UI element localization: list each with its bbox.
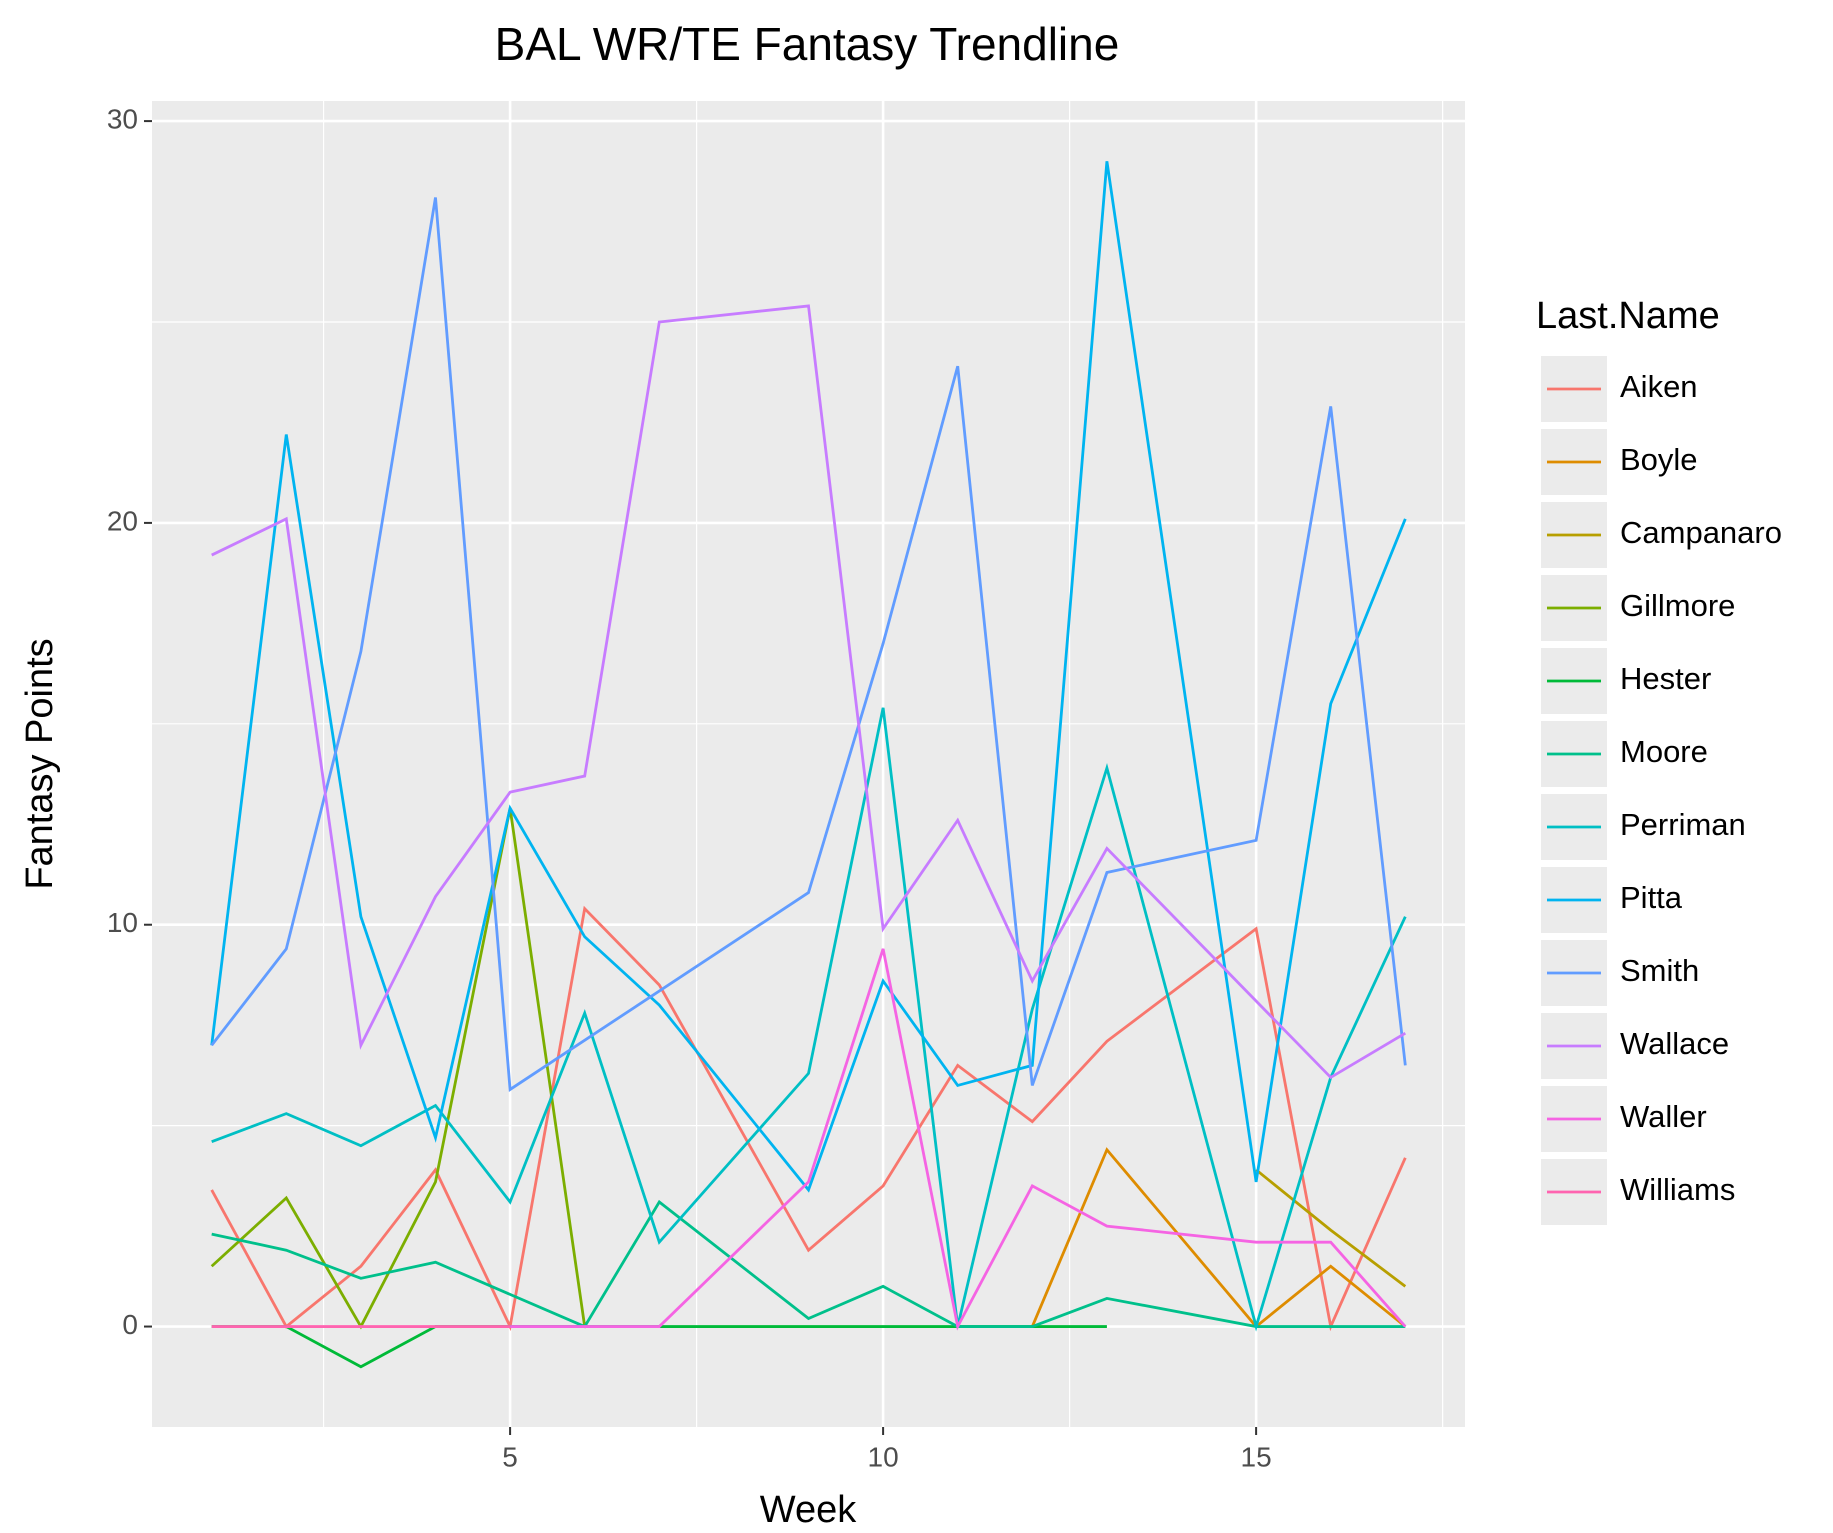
legend-label: Hester (1620, 661, 1711, 696)
legend-label: Campanaro (1620, 515, 1782, 550)
series-line (210, 197, 1407, 1092)
legend: Aiken Boyle Campanaro Gillmore Hester Moore Pe… (1539, 354, 1782, 1227)
legend-label: Wallace (1620, 1026, 1729, 1061)
y-tick-label: 30 (107, 103, 138, 134)
series-line (211, 304, 1407, 1080)
x-tick-label: 15 (1241, 1441, 1272, 1472)
legend-label: Perriman (1620, 807, 1746, 842)
y-tick-label: 20 (107, 505, 138, 536)
y-axis-label: Fantasy Points (19, 638, 61, 889)
legend-label: Smith (1620, 953, 1699, 988)
series-line (211, 707, 1407, 1332)
legend-label: Aiken (1620, 369, 1698, 404)
series-line (210, 161, 1407, 1193)
chart-title: BAL WR/TE Fantasy Trendline (495, 18, 1120, 70)
series-line (210, 807, 587, 1330)
series-line (211, 1199, 1406, 1329)
lines (210, 161, 1407, 1369)
x-tick-label: 5 (502, 1441, 518, 1472)
legend-label: Williams (1620, 1172, 1735, 1207)
legend-title: Last.Name (1536, 295, 1720, 337)
series-line (210, 905, 1407, 1332)
legend-label: Moore (1620, 734, 1708, 769)
legend-label: Waller (1620, 1099, 1707, 1134)
legend-label: Boyle (1620, 442, 1698, 477)
y-tick-label: 10 (107, 907, 138, 938)
legend-label: Pitta (1620, 880, 1683, 915)
legend-label: Gillmore (1620, 588, 1735, 623)
series-line (510, 948, 1407, 1331)
x-tick-label: 10 (868, 1441, 899, 1472)
y-tick-label: 0 (122, 1309, 138, 1340)
series-line (1255, 1168, 1407, 1288)
x-axis-label: Week (760, 1489, 857, 1531)
